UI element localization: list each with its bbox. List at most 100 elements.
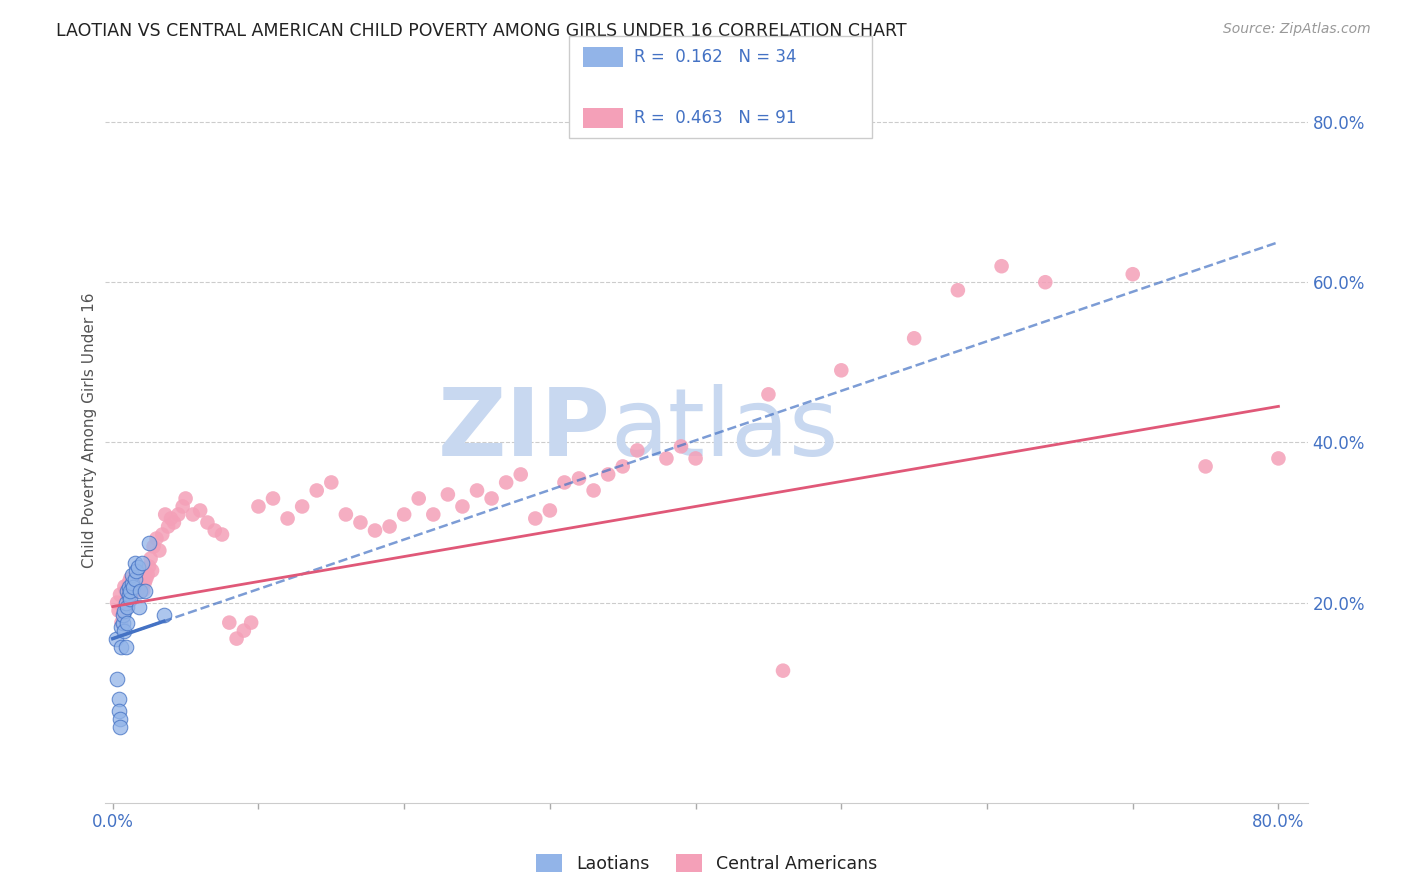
- Point: [481, 491, 503, 506]
- Point: [118, 580, 141, 594]
- Point: [291, 500, 314, 514]
- Point: [305, 483, 328, 498]
- Point: [127, 583, 149, 598]
- Point: [107, 691, 129, 706]
- Point: [408, 491, 430, 506]
- Point: [141, 564, 163, 578]
- Point: [321, 475, 343, 490]
- Point: [118, 583, 141, 598]
- Point: [112, 580, 135, 594]
- Point: [582, 483, 605, 498]
- Point: [335, 508, 357, 522]
- Legend: Laotians, Central Americans: Laotians, Central Americans: [529, 847, 884, 880]
- Text: atlas: atlas: [610, 384, 838, 476]
- Point: [112, 599, 135, 614]
- Point: [437, 487, 460, 501]
- Point: [117, 599, 139, 614]
- Point: [1122, 267, 1144, 281]
- Point: [188, 503, 211, 517]
- Point: [105, 672, 128, 686]
- Point: [1267, 451, 1289, 466]
- Text: Source: ZipAtlas.com: Source: ZipAtlas.com: [1223, 22, 1371, 37]
- Point: [152, 607, 174, 622]
- Point: [124, 556, 146, 570]
- Point: [225, 632, 247, 646]
- Point: [104, 632, 127, 646]
- Point: [509, 467, 531, 482]
- Point: [138, 559, 160, 574]
- Point: [392, 508, 415, 522]
- Point: [139, 551, 162, 566]
- Point: [107, 704, 129, 718]
- Point: [120, 588, 142, 602]
- Point: [112, 624, 135, 638]
- Point: [117, 615, 139, 630]
- Point: [122, 583, 145, 598]
- Point: [465, 483, 488, 498]
- Point: [124, 575, 146, 590]
- Point: [129, 583, 152, 598]
- Point: [118, 575, 141, 590]
- Point: [262, 491, 284, 506]
- Point: [117, 591, 139, 606]
- Point: [125, 572, 148, 586]
- Point: [218, 615, 240, 630]
- Point: [277, 511, 299, 525]
- Text: R =  0.463   N = 91: R = 0.463 N = 91: [634, 109, 796, 127]
- Point: [124, 572, 146, 586]
- Text: ZIP: ZIP: [437, 384, 610, 476]
- Point: [112, 604, 135, 618]
- Point: [758, 387, 780, 401]
- Point: [174, 491, 197, 506]
- Point: [172, 500, 194, 514]
- Point: [120, 591, 142, 606]
- Point: [115, 596, 138, 610]
- Point: [655, 451, 678, 466]
- Point: [378, 519, 401, 533]
- Point: [150, 527, 173, 541]
- Point: [495, 475, 517, 490]
- Point: [568, 471, 591, 485]
- Point: [128, 599, 150, 614]
- Point: [115, 640, 138, 654]
- Point: [830, 363, 852, 377]
- Point: [232, 624, 254, 638]
- Point: [247, 500, 270, 514]
- Point: [669, 439, 692, 453]
- Y-axis label: Child Poverty Among Girls Under 16: Child Poverty Among Girls Under 16: [82, 293, 97, 568]
- Point: [990, 259, 1012, 273]
- Point: [110, 615, 132, 630]
- Point: [121, 580, 143, 594]
- Point: [115, 583, 138, 598]
- Point: [110, 619, 132, 633]
- Point: [107, 604, 129, 618]
- Text: R =  0.162   N = 34: R = 0.162 N = 34: [634, 48, 797, 66]
- Point: [598, 467, 620, 482]
- Point: [127, 559, 149, 574]
- Point: [108, 588, 131, 602]
- Point: [167, 508, 190, 522]
- Point: [121, 567, 143, 582]
- Point: [124, 583, 146, 598]
- Point: [120, 572, 142, 586]
- Point: [946, 283, 969, 297]
- Point: [538, 503, 561, 517]
- Point: [125, 564, 148, 578]
- Point: [1033, 275, 1056, 289]
- Point: [136, 567, 159, 582]
- Point: [121, 588, 143, 602]
- Point: [131, 556, 153, 570]
- Point: [157, 519, 180, 533]
- Point: [903, 331, 925, 345]
- Point: [134, 583, 156, 598]
- Point: [153, 508, 176, 522]
- Point: [524, 511, 547, 525]
- Point: [204, 524, 226, 538]
- Point: [110, 640, 132, 654]
- Point: [120, 583, 142, 598]
- Point: [364, 524, 387, 538]
- Point: [117, 599, 139, 614]
- Point: [108, 712, 131, 726]
- Point: [163, 516, 186, 530]
- Point: [131, 575, 153, 590]
